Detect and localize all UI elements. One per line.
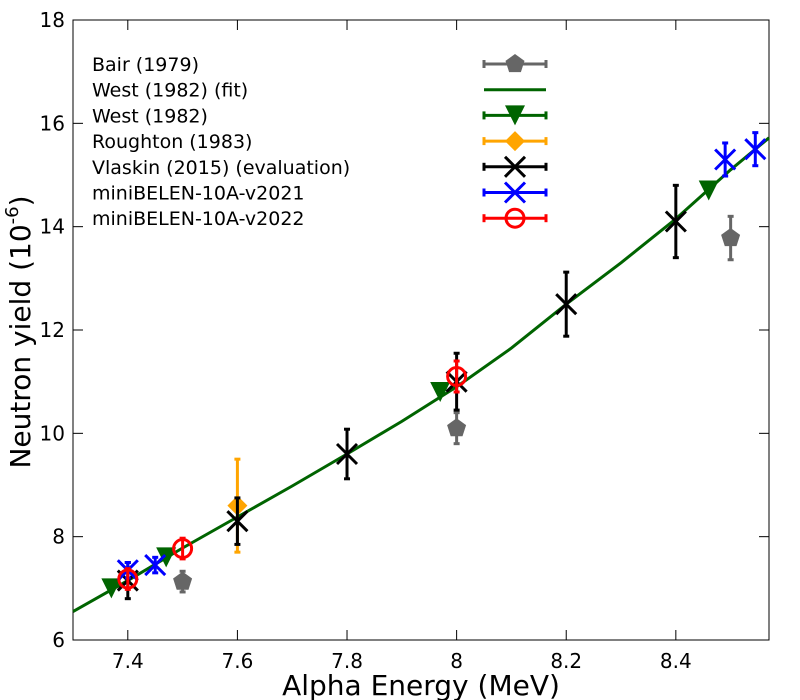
x-stroke [226,510,249,533]
fit-line [72,136,770,613]
y-tick-label: 6 [52,628,65,652]
x-tick-label: 8.2 [550,649,582,673]
data-point [173,571,193,590]
y-tick-label: 16 [40,111,65,135]
legend-marker [505,131,525,152]
x-stroke [503,181,527,204]
x-stroke [144,554,167,577]
x-stroke [714,148,737,171]
legend-marker [503,181,527,204]
x-tick-label: 7.8 [331,649,363,673]
y-tick-label: 18 [40,8,65,32]
legend-marker [505,54,525,73]
y-tick-label: 10 [40,421,65,445]
data-point [117,568,139,590]
x-tick-label: 7.4 [112,649,144,673]
legend-label: Vlaskin (2015) (evaluation) [92,157,350,179]
legend: Bair (1979) West (1982) (fit) West (1982) R… [92,54,548,230]
x-tick-label: 8.4 [660,649,692,673]
legend-label: miniBELEN-10A-v2021 [92,183,305,205]
y-tick-label: 14 [40,215,65,239]
legend-item: Bair (1979) [92,54,548,76]
data-point [664,210,687,233]
x-axis-label: Alpha Energy (MeV) [282,669,560,700]
legend-label: Roughton (1983) [92,131,252,153]
y-tick-label: 8 [52,525,65,549]
legend-item: miniBELEN-10A-v2021 [92,181,548,205]
legend-item: West (1982) [92,105,548,127]
data-point [335,442,359,466]
data-point [144,554,167,577]
data-point [172,538,194,560]
data-point [744,138,767,161]
series-layer [72,131,770,613]
data-point [156,547,177,568]
data-point [226,510,249,533]
legend-label: West (1982) [92,105,208,127]
series-minibelen-10a-v2022 [117,359,468,591]
y-ticks: 6 8 10 12 14 16 18 [40,8,769,652]
data-point [446,366,468,387]
legend-item: Roughton (1983) [92,131,548,153]
data-point [714,148,737,171]
data-point [555,293,578,316]
x-ticks: 7.4 7.6 7.8 8 8.2 8.4 [112,20,692,673]
legend-item: West (1982) (fit) [92,80,546,102]
y-tick-label: 12 [40,318,65,342]
series-minibelen-10a-v2021 [116,131,767,582]
data-point [430,382,451,402]
data-point [698,180,719,201]
legend-item: miniBELEN-10A-v2022 [92,207,548,230]
legend-marker [505,105,525,126]
y-axis-label-close: ) [4,195,37,206]
series-bair-1979 [173,214,741,594]
y-axis-label-exponent: -6 [2,206,23,224]
y-axis-label-base: Neutron yield (10 [4,224,37,468]
series-west-1982 [101,180,719,599]
x-stroke [664,210,687,233]
x-tick-label: 8 [450,649,463,673]
legend-marker [504,207,526,229]
x-tick-label: 7.6 [222,649,254,673]
legend-label: Bair (1979) [92,54,199,76]
x-stroke [335,442,359,466]
legend-marker [503,155,527,178]
y-axis-label: Neutron yield (10-6) [2,195,37,468]
x-stroke [503,155,527,178]
series-west-1982-fit [72,136,770,613]
legend-item: Vlaskin (2015) (evaluation) [92,155,548,179]
x-stroke [555,293,578,316]
legend-label: West (1982) (fit) [92,80,248,102]
legend-label: miniBELEN-10A-v2022 [92,208,305,230]
x-stroke [744,138,767,161]
data-point [447,418,467,437]
data-point [101,578,122,599]
data-point [721,228,741,247]
